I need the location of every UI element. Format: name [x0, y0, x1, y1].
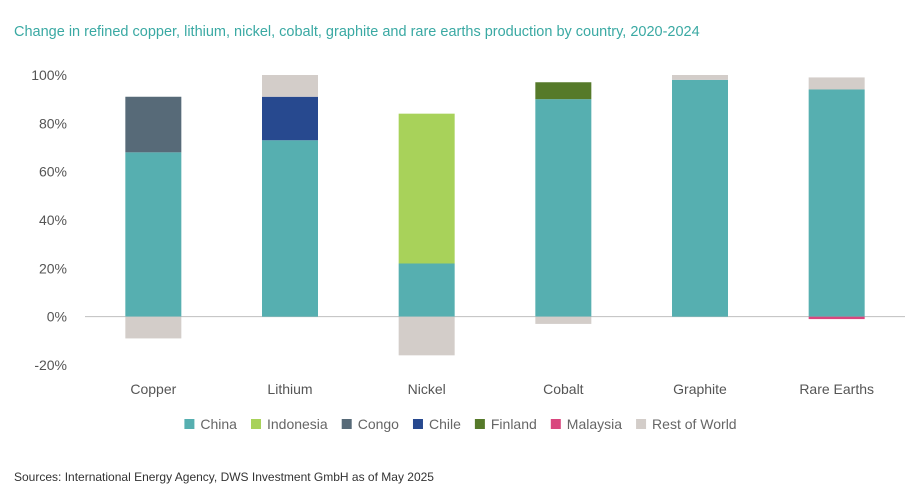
bar-segment-cobalt-rest-of-world [535, 316, 592, 324]
legend-label-china: China [200, 416, 237, 432]
legend-swatch-rest-of-world [636, 419, 647, 429]
legend-swatch-finland [474, 419, 485, 429]
bar-segment-copper-rest-of-world [125, 316, 182, 339]
y-tick-label: 20% [39, 260, 67, 276]
legend-swatch-chile [412, 419, 423, 429]
legend-label-chile: Chile [429, 416, 461, 432]
y-tick-label: -20% [34, 357, 67, 373]
legend-label-congo: Congo [358, 416, 399, 432]
legend-swatch-indonesia [250, 419, 261, 429]
bar-segment-nickel-china [398, 263, 455, 317]
bar-segment-rare-earths-rest-of-world [808, 77, 865, 90]
category-label: Nickel [408, 381, 446, 397]
legend-swatch-china [184, 419, 195, 429]
bar-segment-nickel-indonesia [398, 113, 455, 264]
bar-segment-lithium-rest-of-world [262, 75, 318, 97]
y-tick-label: 80% [39, 115, 67, 131]
legend-label-malaysia: Malaysia [567, 416, 622, 432]
category-label: Cobalt [543, 381, 584, 397]
category-label: Graphite [673, 381, 727, 397]
bar-segment-rare-earths-china [808, 89, 865, 317]
legend-label-indonesia: Indonesia [267, 416, 328, 432]
chart-title: Change in refined copper, lithium, nicke… [14, 24, 700, 40]
bar-segment-copper-congo [125, 96, 182, 153]
bar-segment-copper-china [125, 152, 182, 317]
category-label: Rare Earths [799, 381, 874, 397]
legend-label-finland: Finland [491, 416, 537, 432]
y-tick-label: 100% [31, 67, 67, 83]
y-tick-label: 60% [39, 164, 67, 180]
bar-segment-rare-earths-malaysia [808, 316, 865, 320]
legend-swatch-congo [341, 419, 352, 429]
legend-label-rest-of-world: Rest of World [652, 416, 737, 432]
y-tick-label: 0% [47, 309, 67, 325]
bar-segment-nickel-rest-of-world [398, 316, 455, 356]
category-label: Lithium [267, 381, 312, 397]
bar-segment-cobalt-china [535, 99, 592, 317]
bar-segment-graphite-china [672, 79, 728, 317]
source-note: Sources: International Energy Agency, DW… [14, 470, 434, 484]
bar-segment-lithium-china [262, 140, 318, 317]
bar-segment-cobalt-finland [535, 82, 592, 100]
y-tick-label: 40% [39, 212, 67, 228]
bar-segment-graphite-rest-of-world [672, 75, 728, 80]
bar-segment-lithium-chile [262, 96, 318, 141]
category-label: Copper [130, 381, 176, 397]
legend-swatch-malaysia [550, 419, 561, 429]
